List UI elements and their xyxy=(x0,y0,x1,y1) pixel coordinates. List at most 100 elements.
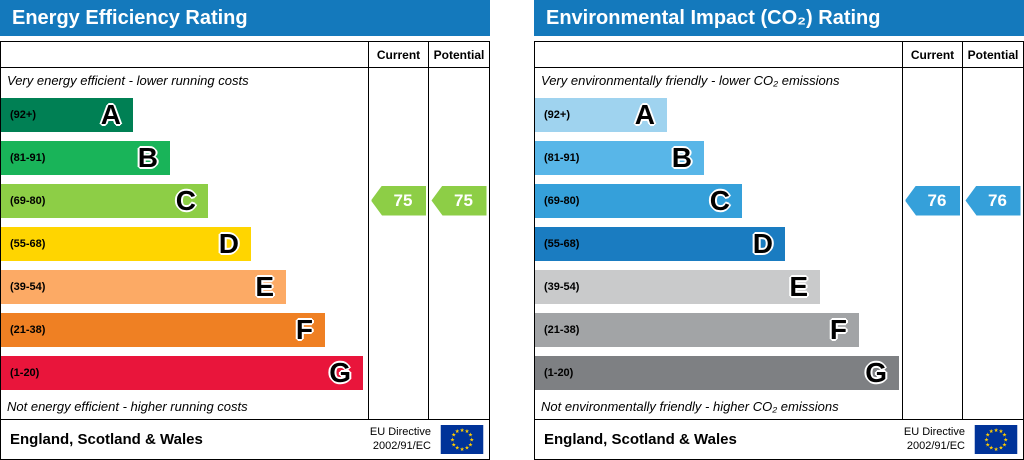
potential-arrow: 75 xyxy=(431,185,487,216)
svg-text:★: ★ xyxy=(464,429,469,435)
band-range-label: (69-80) xyxy=(10,194,46,207)
svg-text:★: ★ xyxy=(994,428,999,434)
current-column: 75 xyxy=(368,68,428,419)
band-letter: D xyxy=(752,227,773,259)
band-letter: A xyxy=(100,98,121,130)
band-range-label: (1-20) xyxy=(10,366,40,379)
band-range-label: (92+) xyxy=(544,108,570,121)
chart-title-bar: Environmental Impact (CO₂) Rating xyxy=(534,0,1024,36)
current-arrow: 76 xyxy=(905,185,960,216)
band-row: (69-80) C xyxy=(1,179,368,222)
band-letter: C xyxy=(175,184,196,216)
chart-title: Environmental Impact (CO₂) Rating xyxy=(546,6,881,29)
potential-arrow: 76 xyxy=(965,185,1021,216)
svg-text:★: ★ xyxy=(455,429,460,435)
band-range-label: (1-20) xyxy=(544,366,574,379)
potential-column: 75 xyxy=(428,68,489,419)
bands-area: Very energy efficient - lower running co… xyxy=(1,68,368,419)
band-range-label: (69-80) xyxy=(544,194,580,207)
band-bar: (39-54) E xyxy=(1,269,286,304)
band-row: (1-20) G xyxy=(535,351,902,394)
rating-table: Current Potential Very energy efficient … xyxy=(0,41,490,460)
svg-text:★: ★ xyxy=(451,442,456,448)
rating-table: Current Potential Very environmentally f… xyxy=(534,41,1024,460)
band-row: (92+) A xyxy=(1,93,368,136)
band-range-label: (39-54) xyxy=(10,280,46,293)
svg-text:★: ★ xyxy=(1003,437,1008,443)
eu-flag-icon: ★ ★★ ★★★ ★★★ ★★★ xyxy=(974,425,1018,454)
band-letter: F xyxy=(829,313,847,345)
eu-flag-icon: ★ ★★ ★★★ ★★★ ★★★ xyxy=(440,425,484,454)
band-list: (92+) A (81-91) B (69-80) C (55-68) D (3… xyxy=(535,93,902,394)
band-bar: (1-20) G xyxy=(1,355,363,390)
svg-text:★: ★ xyxy=(460,447,465,453)
svg-text:★: ★ xyxy=(1002,442,1007,448)
band-bar: (81-91) B xyxy=(535,140,704,175)
region-label: England, Scotland & Wales xyxy=(10,431,203,448)
band-letter: E xyxy=(789,270,808,302)
region-label: England, Scotland & Wales xyxy=(544,431,737,448)
potential-column: 76 xyxy=(962,68,1023,419)
svg-text:★: ★ xyxy=(468,442,473,448)
band-letter: A xyxy=(634,98,655,130)
svg-text:★: ★ xyxy=(468,433,473,439)
svg-text:★: ★ xyxy=(994,447,999,453)
band-row: (55-68) D xyxy=(535,222,902,265)
band-letter: B xyxy=(671,141,692,173)
eu-directive-label: EU Directive 2002/91/EC xyxy=(903,425,965,452)
svg-text:★: ★ xyxy=(469,437,474,443)
band-range-label: (21-38) xyxy=(10,323,46,336)
band-list: (92+) A (81-91) B (69-80) C (55-68) D (3… xyxy=(1,93,368,394)
chart-footer: England, Scotland & Wales EU Directive 2… xyxy=(535,419,1023,459)
band-letter: E xyxy=(255,270,274,302)
band-row: (21-38) F xyxy=(535,308,902,351)
band-letter: G xyxy=(865,356,887,388)
band-bar: (92+) A xyxy=(1,97,133,132)
band-row: (92+) A xyxy=(535,93,902,136)
band-row: (21-38) F xyxy=(1,308,368,351)
eu-directive-label: EU Directive 2002/91/EC xyxy=(369,425,431,452)
current-column: 76 xyxy=(902,68,962,419)
band-range-label: (81-91) xyxy=(10,151,46,164)
chart-title: Energy Efficiency Rating xyxy=(12,6,248,29)
bottom-note: Not environmentally friendly - higher CO… xyxy=(541,399,839,414)
band-letter: D xyxy=(218,227,239,259)
svg-text:★: ★ xyxy=(989,446,994,452)
svg-text:★: ★ xyxy=(1002,433,1007,439)
band-range-label: (92+) xyxy=(10,108,36,121)
band-bar: (55-68) D xyxy=(1,226,251,261)
bands-area: Very environmentally friendly - lower CO… xyxy=(535,68,902,419)
header-spacer xyxy=(1,42,368,68)
band-range-label: (55-68) xyxy=(544,237,580,250)
svg-text:★: ★ xyxy=(985,442,990,448)
top-note: Very energy efficient - lower running co… xyxy=(7,73,249,88)
band-bar: (21-38) F xyxy=(535,312,859,347)
band-row: (81-91) B xyxy=(1,136,368,179)
band-letter: B xyxy=(137,141,158,173)
band-bar: (39-54) E xyxy=(535,269,820,304)
svg-text:★: ★ xyxy=(455,446,460,452)
band-range-label: (81-91) xyxy=(544,151,580,164)
band-row: (81-91) B xyxy=(535,136,902,179)
band-bar: (21-38) F xyxy=(1,312,325,347)
band-row: (1-20) G xyxy=(1,351,368,394)
band-bar: (69-80) C xyxy=(1,183,208,218)
svg-text:★: ★ xyxy=(464,446,469,452)
header-spacer xyxy=(535,42,902,68)
band-bar: (55-68) D xyxy=(535,226,785,261)
bottom-note: Not energy efficient - higher running co… xyxy=(7,399,248,414)
svg-text:★: ★ xyxy=(460,428,465,434)
svg-text:★: ★ xyxy=(451,433,456,439)
svg-text:★: ★ xyxy=(450,437,455,443)
svg-text:★: ★ xyxy=(985,433,990,439)
band-letter: G xyxy=(329,356,351,388)
band-letter: F xyxy=(295,313,313,345)
svg-text:★: ★ xyxy=(989,429,994,435)
current-column-header: Current xyxy=(902,42,962,68)
current-column-header: Current xyxy=(368,42,428,68)
svg-text:★: ★ xyxy=(998,446,1003,452)
band-bar: (92+) A xyxy=(535,97,667,132)
band-row: (55-68) D xyxy=(1,222,368,265)
svg-text:★: ★ xyxy=(984,437,989,443)
